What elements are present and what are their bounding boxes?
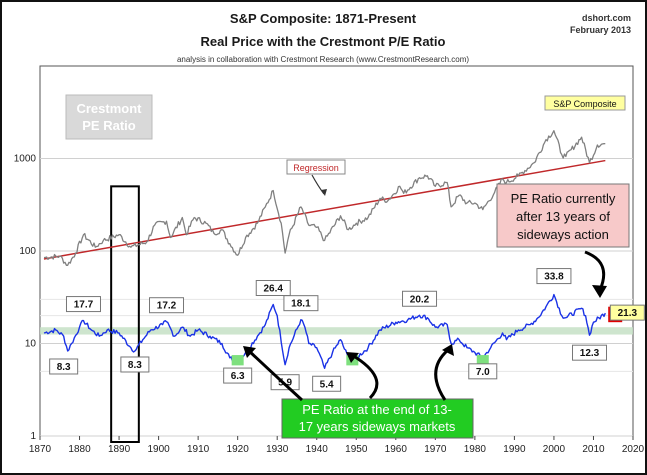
date-label: February 2013 xyxy=(570,25,631,35)
y-tick-label: 1 xyxy=(30,431,36,442)
trough-arrow xyxy=(246,348,304,402)
source-label: dshort.com xyxy=(582,13,631,23)
trough-arrow xyxy=(351,353,379,400)
value-label-box xyxy=(255,280,291,297)
value-label-box xyxy=(283,295,319,312)
sideways-window-box xyxy=(110,185,140,443)
value-label-box xyxy=(572,344,608,361)
value-label-box xyxy=(609,304,645,321)
y-tick-label: 1000 xyxy=(14,154,37,165)
x-tick-label: 2010 xyxy=(582,444,605,455)
value-label: 20.2 xyxy=(410,294,430,305)
current-pe-callout-line: sideways action xyxy=(517,227,609,242)
value-label-box xyxy=(223,367,253,384)
current-pe-callout-line: after 13 years of xyxy=(516,209,610,224)
y-tick-label: 100 xyxy=(19,246,36,257)
value-label-box xyxy=(536,268,572,285)
sideways-callout-line: 17 years sideways markets xyxy=(299,419,456,434)
chart-subtitle: Real Price with the Crestmont P/E Ratio xyxy=(201,34,446,49)
x-tick-label: 1930 xyxy=(266,444,289,455)
value-label: 18.1 xyxy=(291,299,311,310)
pe-legend-line: PE Ratio xyxy=(82,118,136,133)
x-tick-label: 1950 xyxy=(345,444,368,455)
value-label: 8.3 xyxy=(128,360,142,371)
price-legend-background xyxy=(544,95,626,111)
value-label: 33.8 xyxy=(544,272,564,283)
value-label: 7.0 xyxy=(476,367,490,378)
callout-arrowhead xyxy=(592,285,607,298)
value-label-box xyxy=(49,358,79,375)
sideways-callout-line: PE Ratio at the end of 13- xyxy=(302,402,452,417)
x-tick-label: 1970 xyxy=(424,444,447,455)
current-pe-callout xyxy=(496,183,630,248)
x-tick-label: 1940 xyxy=(306,444,329,455)
trough-arrowhead xyxy=(243,346,256,358)
value-label-box xyxy=(312,375,342,392)
price-series-line xyxy=(44,130,606,266)
x-tick-label: 1870 xyxy=(29,444,52,455)
value-label-box xyxy=(120,356,150,373)
value-label-box xyxy=(65,296,101,313)
sideways-callout xyxy=(281,398,474,439)
trough-marker xyxy=(231,355,244,366)
value-label: 6.3 xyxy=(231,371,245,382)
x-tick-label: 1890 xyxy=(108,444,131,455)
value-label: 21.3 xyxy=(618,308,638,319)
x-tick-label: 1990 xyxy=(503,444,526,455)
callout-arrow xyxy=(584,250,606,291)
x-tick-label: 1980 xyxy=(464,444,487,455)
value-label-box xyxy=(402,290,438,307)
chart-title: S&P Composite: 1871-Present xyxy=(230,11,417,26)
pe-legend-line: Crestmont xyxy=(76,101,142,116)
regression-line xyxy=(43,159,606,260)
y-tick-label: 10 xyxy=(25,339,37,350)
value-label: 12.3 xyxy=(580,348,600,359)
chart-byline: analysis in collaboration with Crestmont… xyxy=(177,55,469,64)
regression-label: Regression xyxy=(293,163,339,173)
current-pe-callout-line: PE Ratio currently xyxy=(511,191,616,206)
pe-legend-box: Crestmont PE Ratio xyxy=(65,94,153,140)
value-label: 26.4 xyxy=(264,284,284,295)
plot-area: 1 10 100 1000 1870 1880 1890 1900 1910 1920 1930 19… xyxy=(14,65,645,455)
x-tick-label: 1910 xyxy=(187,444,210,455)
x-tick-label: 2000 xyxy=(543,444,566,455)
x-tick-label: 1900 xyxy=(147,444,170,455)
regression-label-box xyxy=(286,159,346,175)
price-legend-label: S&P Composite xyxy=(553,99,616,109)
x-tick-label: 2020 xyxy=(622,444,645,455)
regression-arrowhead xyxy=(321,189,327,196)
value-label: 17.2 xyxy=(157,301,177,312)
value-label-box xyxy=(149,297,185,314)
trough-arrowhead xyxy=(346,352,359,363)
x-tick-label: 1920 xyxy=(227,444,250,455)
pe-series-line xyxy=(43,293,606,369)
trough-marker xyxy=(476,355,489,366)
pe-average-band xyxy=(40,327,633,335)
trough-arrowhead xyxy=(442,344,454,356)
pe-legend-background xyxy=(65,94,153,140)
x-tick-label: 1880 xyxy=(68,444,91,455)
value-label: 8.3 xyxy=(57,362,71,373)
value-label: 5.4 xyxy=(320,379,334,390)
value-label-box xyxy=(468,363,498,380)
value-label: 17.7 xyxy=(74,300,94,311)
x-tick-label: 1960 xyxy=(385,444,408,455)
trough-arrow xyxy=(434,348,450,401)
